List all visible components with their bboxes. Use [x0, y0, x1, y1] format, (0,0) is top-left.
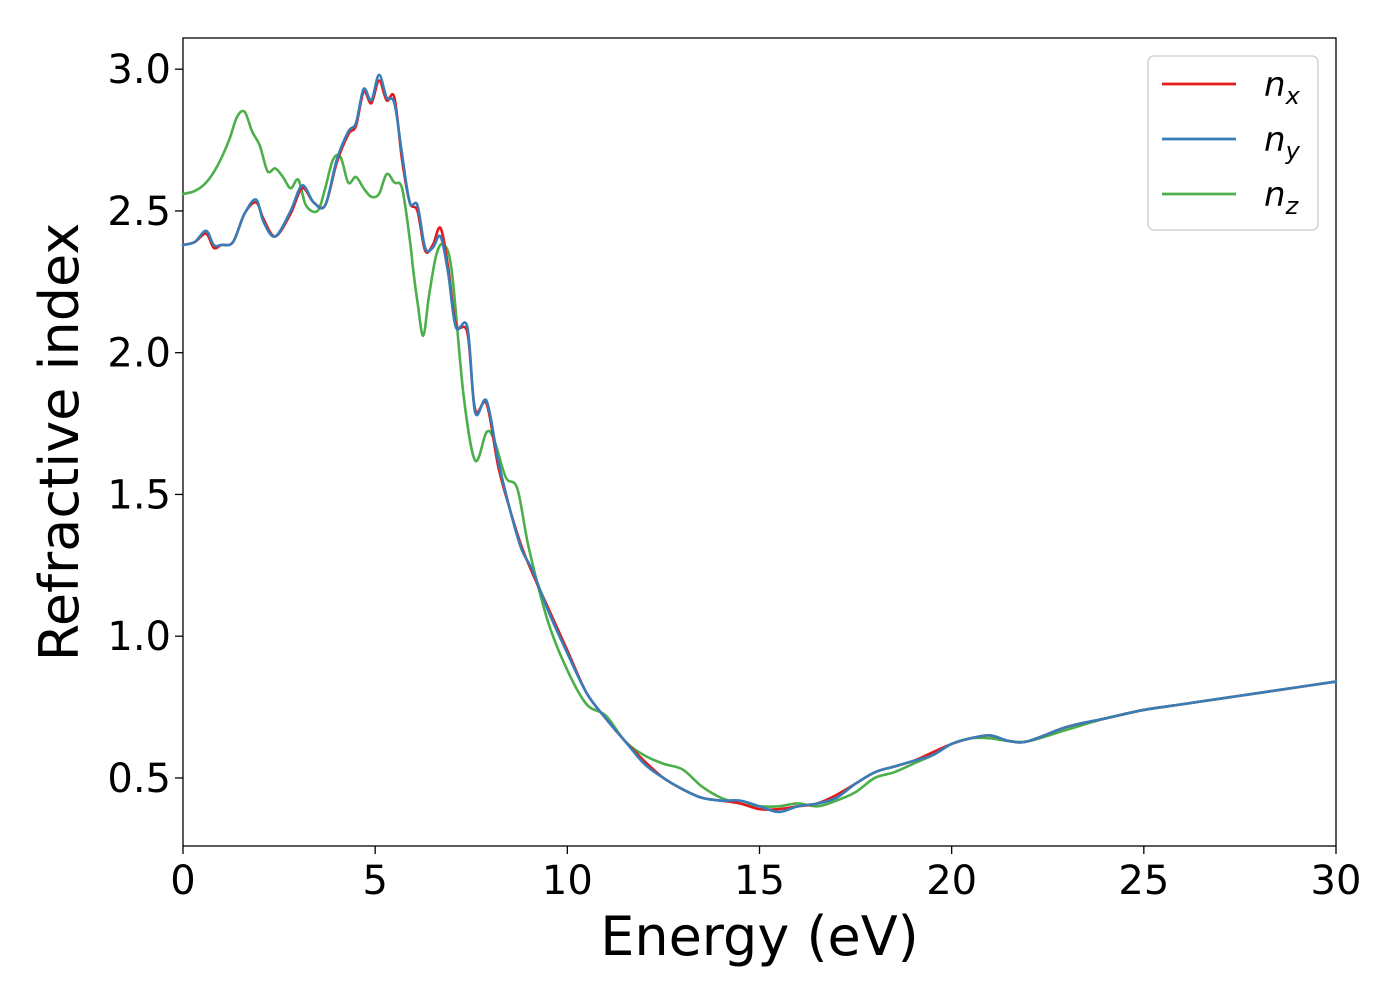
y-tick-label: 2.0 [107, 331, 171, 377]
x-tick-label: 25 [1118, 858, 1169, 904]
x-tick-label: 0 [170, 858, 195, 904]
legend-label: nz [1264, 175, 1300, 220]
legend-box [1147, 55, 1319, 231]
x-tick-label: 15 [734, 858, 785, 904]
y-tick-label: 0.5 [107, 756, 171, 802]
legend: nx ny nz [1147, 55, 1319, 231]
x-axis: 0 5 10 15 20 25 30 [170, 846, 1361, 904]
x-axis-title: Energy (eV) [600, 905, 919, 968]
series-line-y [181, 73, 1338, 814]
x-tick-label: 10 [542, 858, 593, 904]
y-tick-label: 3.0 [107, 47, 171, 93]
series-layer [181, 73, 1338, 814]
x-tick-label: 5 [362, 858, 387, 904]
y-axis-title: Refractive index [28, 223, 91, 662]
x-tick-label: 20 [926, 858, 977, 904]
y-tick-label: 1.5 [107, 472, 171, 518]
legend-item-y: ny [1162, 120, 1301, 165]
legend-label: ny [1264, 120, 1301, 165]
y-axis: 0.5 1.0 1.5 2.0 2.5 3.0 [107, 47, 183, 802]
y-tick-label: 2.5 [107, 189, 171, 235]
legend-item-x: nx [1162, 65, 1301, 110]
legend-item-z: nz [1162, 175, 1300, 220]
legend-label: nx [1264, 65, 1301, 110]
x-tick-label: 30 [1311, 858, 1362, 904]
y-tick-label: 1.0 [107, 614, 171, 660]
